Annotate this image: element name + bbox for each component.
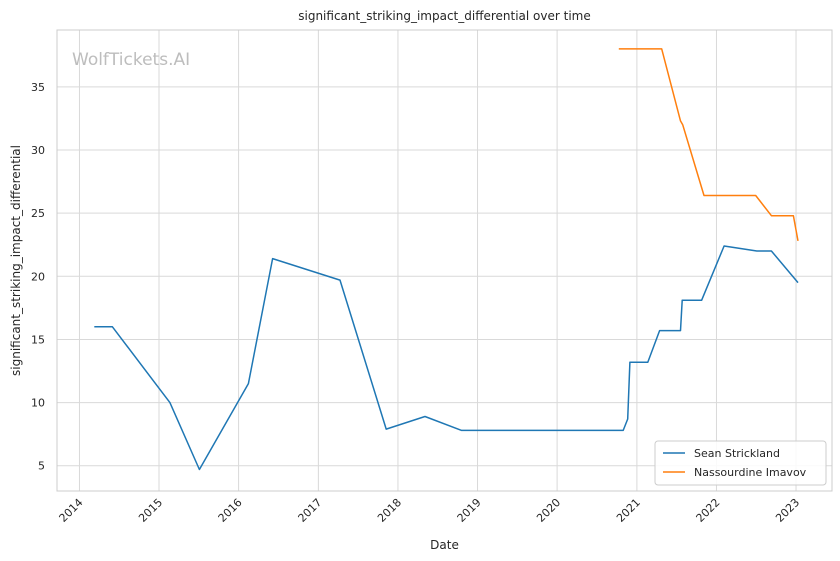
x-tick-label: 2017 [296, 496, 325, 525]
plot-frame [56, 29, 833, 492]
x-tick-label: 2015 [136, 496, 165, 525]
x-axis-title: Date [430, 538, 459, 552]
y-tick-label: 30 [31, 144, 45, 157]
legend-label-sean-strickland: Sean Strickland [694, 447, 780, 460]
x-tick-label: 2021 [614, 496, 643, 525]
grid-lines [57, 30, 832, 491]
y-tick-label: 20 [31, 270, 45, 283]
y-tick-label: 15 [31, 333, 45, 346]
x-tick-label: 2022 [694, 496, 723, 525]
x-tick-label: 2018 [375, 496, 404, 525]
x-tick-label: 2016 [216, 496, 245, 525]
series-line-nassourdine-imavov [618, 48, 799, 242]
chart-title: significant_striking_impact_differential… [298, 9, 590, 23]
series-line-sean-strickland [94, 245, 799, 471]
x-tick-label: 2023 [773, 496, 802, 525]
legend: Sean Strickland Nassourdine Imavov [654, 440, 827, 486]
y-tick-label: 10 [31, 397, 45, 410]
x-tick-label: 2019 [455, 496, 484, 525]
y-tick-label: 25 [31, 207, 45, 220]
watermark: WolfTickets.AI [72, 50, 190, 70]
y-tick-label: 35 [31, 81, 45, 94]
x-tick-label: 2014 [57, 496, 86, 525]
x-tick-label: 2020 [534, 496, 563, 525]
y-axis-title: significant_striking_impact_differential [9, 145, 23, 376]
legend-box [654, 440, 827, 486]
series-lines [94, 48, 799, 471]
y-tick-label: 5 [38, 460, 45, 473]
legend-label-nassourdine-imavov: Nassourdine Imavov [694, 466, 807, 479]
